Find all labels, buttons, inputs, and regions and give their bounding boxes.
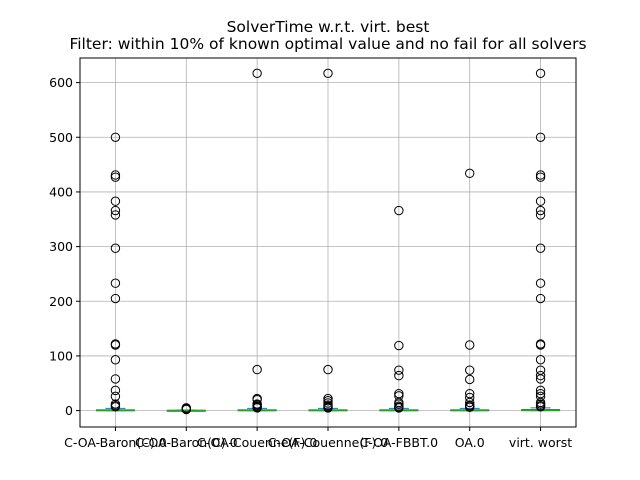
outlier-point	[535, 170, 546, 180]
x-tick-label: OA.0	[455, 435, 485, 450]
outlier-point	[535, 402, 546, 412]
outlier-point	[323, 403, 333, 413]
outlier-point	[110, 172, 121, 182]
outlier-point	[535, 210, 546, 220]
outlier-point	[110, 243, 121, 253]
outlier-point	[110, 385, 121, 396]
outlier-point	[535, 132, 546, 142]
grid-layer	[80, 58, 576, 427]
x-tick-label: C-OA-FBBT.0	[360, 435, 438, 450]
outlier-point	[535, 385, 546, 396]
outlier-point	[465, 168, 475, 179]
outlier-point	[535, 293, 546, 304]
outlier-point	[535, 278, 546, 288]
outlier-point	[535, 243, 546, 253]
outlier-point	[394, 399, 404, 409]
x-axis: C-OA-Baron(C).0C-OA-Baron(C).0C-OA-Couen…	[64, 427, 572, 450]
outlier-point	[323, 68, 333, 79]
outlier-point	[323, 364, 333, 375]
outlier-point	[535, 196, 546, 206]
y-tick-label: 400	[49, 184, 73, 199]
outlier-point	[181, 404, 191, 415]
y-tick-label: 600	[49, 75, 73, 90]
outlier-point	[465, 365, 475, 375]
flier-layer	[110, 68, 546, 415]
outlier-point	[535, 205, 546, 216]
outlier-point	[110, 205, 121, 216]
outlier-point	[535, 68, 546, 79]
outlier-point	[465, 397, 475, 408]
outlier-point	[535, 374, 546, 384]
y-tick-label: 500	[49, 130, 73, 145]
chart-subtitle: Filter: within 10% of known optimal valu…	[69, 35, 586, 53]
x-tick-label: C-OA-Couenne(F).0	[197, 435, 317, 450]
outlier-point	[394, 340, 404, 351]
outlier-point	[110, 374, 121, 384]
y-tick-label: 300	[49, 239, 73, 254]
y-tick-label: 0	[65, 403, 73, 418]
outlier-point	[110, 293, 121, 304]
outlier-point	[535, 172, 546, 182]
outlier-point	[535, 391, 546, 402]
x-tick-label: virt. worst	[509, 435, 572, 450]
outlier-point	[110, 355, 121, 365]
outlier-point	[535, 340, 546, 350]
outlier-point	[110, 402, 121, 412]
outlier-point	[323, 396, 333, 406]
outlier-point	[394, 370, 404, 381]
outlier-point	[110, 132, 121, 142]
outlier-point	[465, 340, 475, 350]
outlier-point	[535, 355, 546, 365]
x-tick-label: C-OA-Baron(C).0	[64, 435, 167, 450]
outlier-point	[110, 210, 121, 220]
outlier-point	[465, 402, 475, 413]
outlier-point	[394, 403, 404, 413]
x-tick-label: C-OA-Baron(C).0	[135, 435, 238, 450]
outlier-point	[394, 205, 404, 216]
outlier-point	[110, 391, 121, 402]
outlier-point	[535, 370, 546, 381]
outlier-point	[252, 403, 262, 413]
y-tick-label: 100	[49, 348, 73, 363]
chart-title: SolverTime w.r.t. virt. best	[227, 18, 430, 36]
outlier-point	[110, 340, 121, 350]
outlier-point	[252, 68, 262, 79]
outlier-point	[323, 398, 333, 408]
outlier-point	[110, 196, 121, 206]
y-tick-label: 200	[49, 294, 73, 309]
y-axis: 0 100 200 300 400 500 600	[49, 75, 80, 418]
outlier-point	[465, 374, 475, 385]
outlier-point	[110, 278, 121, 288]
outlier-point	[394, 365, 404, 375]
x-tick-label: C-OA-Couenne(F).0	[268, 435, 388, 450]
outlier-point	[110, 170, 121, 180]
outlier-point	[252, 364, 262, 375]
